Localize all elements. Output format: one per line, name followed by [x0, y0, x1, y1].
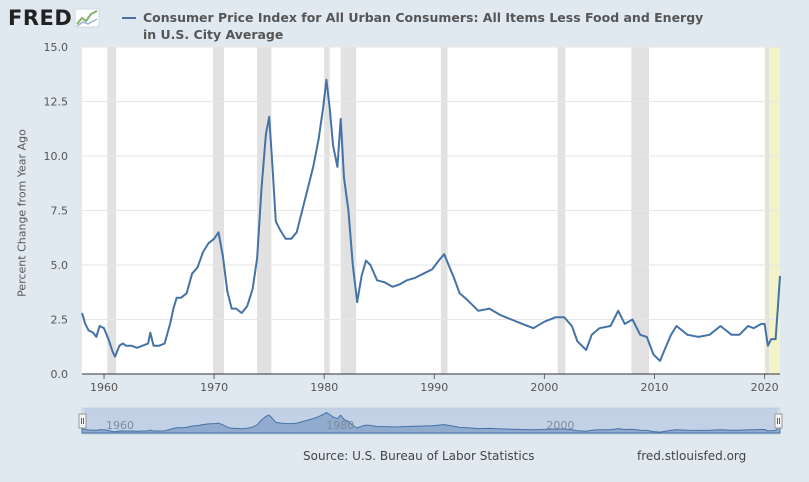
- navigator-label: 1980: [326, 419, 354, 432]
- navigator-handle-left[interactable]: [78, 413, 87, 429]
- chart-title-line-2: in U.S. City Average: [143, 27, 284, 42]
- x-axis-ticks: 1960 1970 1980 1990 2000 2010 2020: [90, 374, 779, 394]
- fred-trend-icon: [74, 8, 100, 28]
- chart-title-block: Consumer Price Index for All Urban Consu…: [122, 9, 722, 43]
- fred-logo-text: FRED: [8, 6, 73, 30]
- y-tick-label: 5.0: [51, 259, 69, 272]
- navigator-handle-right[interactable]: [774, 413, 783, 429]
- y-tick-label: 7.5: [51, 205, 69, 218]
- y-tick-label: 10.0: [44, 150, 69, 163]
- fred-logo[interactable]: FRED: [8, 5, 100, 31]
- x-tick-label: 1960: [90, 381, 118, 394]
- x-tick-label: 1990: [420, 381, 448, 394]
- y-tick-label: 0.0: [51, 368, 69, 381]
- y-tick-label: 12.5: [44, 96, 69, 109]
- source-note: Source: U.S. Bureau of Labor Statistics: [303, 449, 535, 463]
- x-tick-label: 2020: [751, 381, 779, 394]
- x-tick-label: 2000: [530, 381, 558, 394]
- x-tick-label: 1970: [200, 381, 228, 394]
- fred-url-link[interactable]: fred.stlouisfed.org: [637, 449, 747, 463]
- series-line[interactable]: [81, 78, 781, 362]
- legend-line-swatch: [122, 17, 136, 19]
- navigator-series-area: [81, 411, 781, 434]
- navigator-label: 2000: [546, 419, 574, 432]
- chart-title: Consumer Price Index for All Urban Consu…: [143, 9, 722, 43]
- y-axis-ticks: 0.0 2.5 5.0 7.5 10.0 12.5 15.0: [44, 41, 69, 381]
- chart-title-line-1: Consumer Price Index for All Urban Consu…: [143, 10, 704, 25]
- navigator-label: 1960: [106, 419, 134, 432]
- navigator-labels: 1960 1980 2000: [106, 419, 574, 432]
- x-tick-label: 2010: [640, 381, 668, 394]
- y-tick-label: 2.5: [51, 314, 69, 327]
- y-tick-label: 15.0: [44, 41, 69, 54]
- x-tick-label: 1980: [310, 381, 338, 394]
